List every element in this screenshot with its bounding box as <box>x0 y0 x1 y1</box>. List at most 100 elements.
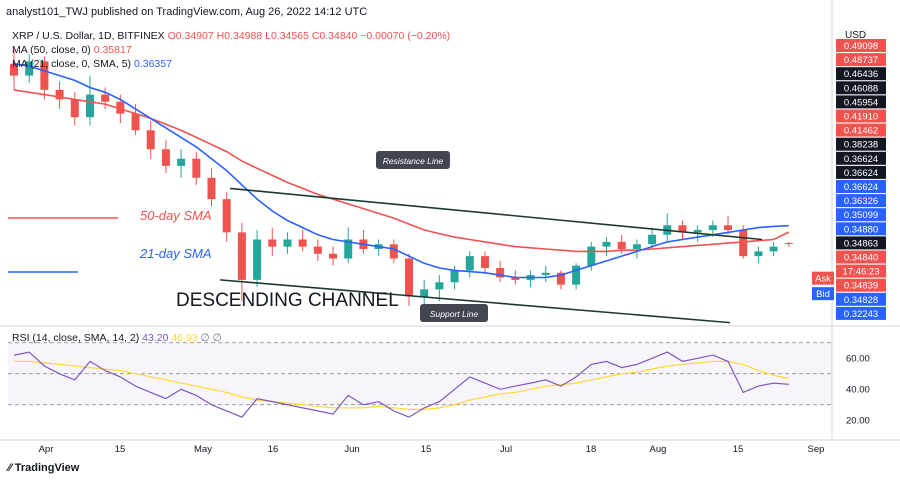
candle-body <box>450 270 459 283</box>
time-axis-label: 15 <box>733 444 744 455</box>
rsi-ma-line <box>14 360 789 410</box>
ma50-line <box>13 89 790 253</box>
candle-body <box>116 101 125 114</box>
price-axis-tag-text: 0.46088 <box>844 83 878 94</box>
tradingview-footer[interactable]: ⁄⁄ TradingView <box>8 462 79 474</box>
candle-body <box>435 282 444 290</box>
time-axis-label: Sep <box>808 444 825 455</box>
candle-body <box>101 94 110 102</box>
price-axis-tag <box>836 39 886 52</box>
price-axis-tag-text: 0.38238 <box>844 140 878 151</box>
candle-body <box>237 232 246 280</box>
candle-body <box>161 149 170 166</box>
candle-body <box>693 230 702 233</box>
candle-body <box>313 246 322 254</box>
candle-body <box>724 225 733 230</box>
price-axis-tag <box>836 95 886 109</box>
time-axis-label: 15 <box>115 444 126 455</box>
price-axis-tag-text: 0.34863 <box>844 238 878 249</box>
candle-body <box>177 158 186 166</box>
ma50-legend: MA (50, close, 0) 0.35817 <box>12 44 132 56</box>
candle-body <box>389 244 398 259</box>
rsi-axis-label: 40.00 <box>846 384 870 395</box>
ma21-legend: MA (21, close, 0, SMA, 5) 0.36357 <box>12 58 172 70</box>
price-axis-tag <box>836 67 886 81</box>
time-axis-label: Jul <box>500 444 512 455</box>
candle-body <box>131 113 140 131</box>
ma50-legend-label: MA (50, close, 0) <box>12 44 91 56</box>
candle-body <box>268 239 277 247</box>
price-axis-tag-text: 0.35099 <box>844 210 878 221</box>
time-axis-label: 18 <box>586 444 597 455</box>
support-trendline[interactable] <box>219 279 731 324</box>
price-axis-tag <box>836 81 886 95</box>
candle-body <box>10 63 18 76</box>
sma21-annotation: 21-day SMA <box>139 246 212 261</box>
rsi-legend-hidden-icons: ∅ ∅ <box>200 332 222 344</box>
price-axis-tag-text: 0.48737 <box>844 55 878 66</box>
candle-body <box>769 246 778 252</box>
candle-body <box>253 239 262 280</box>
ma21-legend-value: 0.36357 <box>133 58 172 70</box>
price-axis-tag-text: 17:46:23 <box>843 267 880 278</box>
rsi-line <box>13 351 789 418</box>
symbol-legend: XRP / U.S. Dollar, 1D, BITFINEX O0.34907… <box>12 30 450 42</box>
annotations: 50-day SMA 21-day SMA DESCENDING CHANNEL Re… <box>8 151 488 322</box>
publisher-header: analyst101_TWJ published on TradingView.… <box>6 6 368 18</box>
price-axis-tag <box>836 264 886 278</box>
price-axis-tag-text: 0.36624 <box>844 182 878 193</box>
price-axis-tag <box>836 53 886 67</box>
price-axis-tag <box>836 165 886 179</box>
ask-tag <box>812 271 834 285</box>
price-axis-tag <box>836 250 886 264</box>
ask-tag-text: Ask <box>815 274 831 285</box>
price-axis-tag-text: 0.46436 <box>844 69 878 80</box>
candle-body <box>617 241 626 249</box>
channel-annotation: DESCENDING CHANNEL <box>176 290 399 311</box>
price-axis-tag-text: 0.41462 <box>844 126 878 137</box>
candle-body <box>587 246 596 266</box>
price-axis: 0.49098 0.48737 0.46436 0.46088 0.45954 0.419… <box>812 39 886 426</box>
candle-body <box>496 268 505 278</box>
time-axis-label: Apr <box>39 444 54 455</box>
price-axis-tag <box>836 208 886 222</box>
price-axis-tag-text: 0.34839 <box>844 281 878 292</box>
candle-body <box>40 61 49 90</box>
candle-body <box>784 242 793 244</box>
symbol-name: XRP / U.S. Dollar, 1D, BITFINEX <box>12 30 165 42</box>
resistance-trendline[interactable] <box>229 187 763 241</box>
price-axis-tag <box>836 222 886 236</box>
price-axis-tag <box>836 123 886 137</box>
price-axis-tag-text: 0.34840 <box>844 253 878 264</box>
support-label-box <box>420 304 488 322</box>
candle-body <box>146 130 155 150</box>
price-axis-tag <box>836 194 886 208</box>
price-grid <box>0 0 900 441</box>
candle-body <box>572 265 581 285</box>
time-axis-label: 15 <box>421 444 432 455</box>
price-axis-tag-text: 0.32243 <box>844 309 878 320</box>
price-axis-tag <box>836 180 886 193</box>
price-axis-tag <box>836 306 886 320</box>
candle-body <box>283 239 292 247</box>
currency-label: USD <box>845 30 867 41</box>
ohlc-values: O0.34907 H0.34988 L0.34565 C0.34840 −0.0… <box>167 30 451 42</box>
candle-body <box>55 89 64 100</box>
rsi-ma-legend-value: 46.93 <box>171 332 198 344</box>
candle-body <box>207 177 216 200</box>
rsi-axis-label: 20.00 <box>846 415 870 426</box>
ma21-line <box>13 63 789 279</box>
support-label: Support Line <box>430 309 478 319</box>
candle-body <box>480 256 489 268</box>
candle-body <box>632 244 641 249</box>
price-axis-tag <box>836 292 886 306</box>
price-axis-tag-text: 0.49098 <box>844 41 878 52</box>
price-axis-tag-text: 0.36326 <box>844 196 878 207</box>
candle-body <box>541 272 550 276</box>
rsi-axis-label: 60.00 <box>846 353 870 364</box>
candle-body <box>344 239 353 259</box>
time-axis-label: May <box>194 444 212 455</box>
price-axis-tag-text: 0.41910 <box>844 112 878 123</box>
candle-body <box>222 199 231 233</box>
